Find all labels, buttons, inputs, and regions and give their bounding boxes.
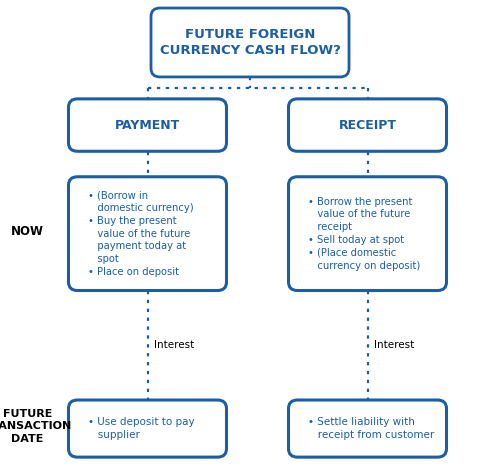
FancyBboxPatch shape [288, 177, 446, 290]
FancyBboxPatch shape [68, 99, 226, 151]
Text: • Use deposit to pay
   supplier: • Use deposit to pay supplier [88, 417, 195, 440]
FancyBboxPatch shape [68, 400, 226, 457]
Text: • (Borrow in
   domestic currency)
• Buy the present
   value of the future
   p: • (Borrow in domestic currency) • Buy th… [88, 190, 194, 277]
Text: PAYMENT: PAYMENT [115, 118, 180, 132]
FancyBboxPatch shape [68, 177, 226, 290]
Text: FUTURE FOREIGN
CURRENCY CASH FLOW?: FUTURE FOREIGN CURRENCY CASH FLOW? [160, 28, 340, 57]
Text: • Borrow the present
   value of the future
   receipt
• Sell today at spot
• (P: • Borrow the present value of the future… [308, 197, 421, 270]
Text: NOW: NOW [11, 225, 44, 238]
Text: Interest: Interest [154, 340, 194, 350]
FancyBboxPatch shape [151, 8, 349, 77]
Text: RECEIPT: RECEIPT [338, 118, 396, 132]
Text: FUTURE
TRANSACTION
DATE: FUTURE TRANSACTION DATE [0, 409, 72, 444]
Text: Interest: Interest [374, 340, 414, 350]
FancyBboxPatch shape [288, 400, 446, 457]
FancyBboxPatch shape [288, 99, 446, 151]
Text: • Settle liability with
   receipt from customer: • Settle liability with receipt from cus… [308, 417, 435, 440]
